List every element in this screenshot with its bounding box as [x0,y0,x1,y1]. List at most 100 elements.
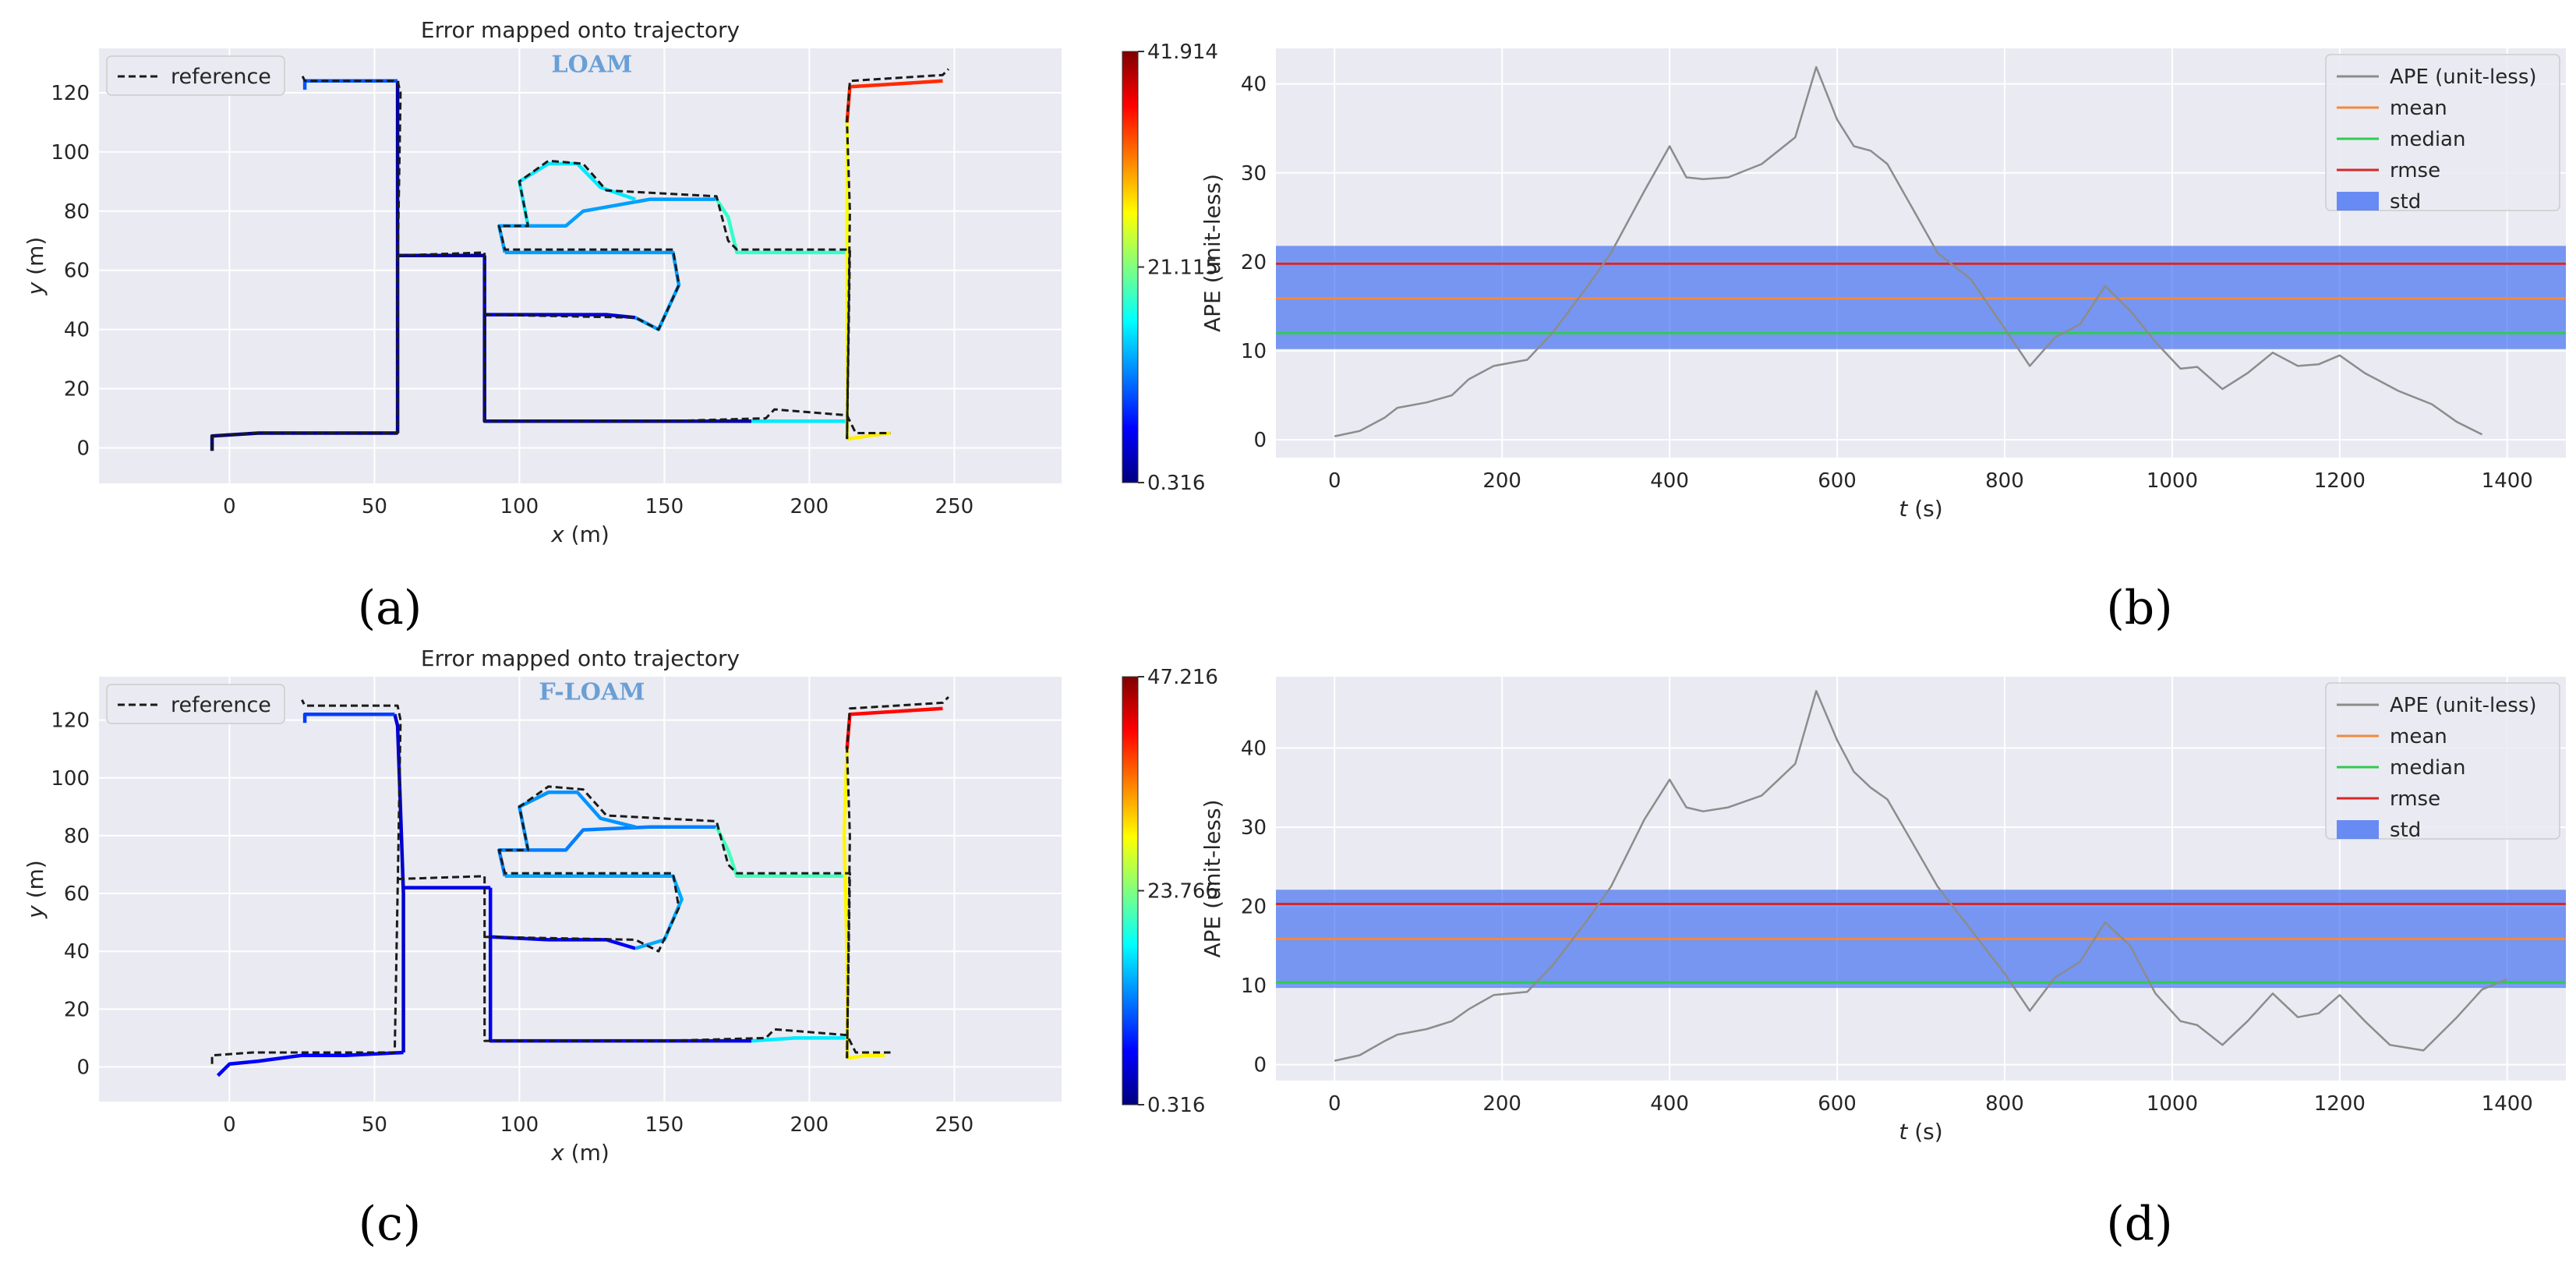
y-tick-label-c: 20 [64,998,90,1021]
colorbar-tick-label-c: 0.316 [1147,1094,1205,1117]
x-tick-label-b: 600 [1818,469,1857,493]
panel-label-a: (a) [358,581,422,635]
x-tick-label-d: 800 [1985,1092,2024,1116]
y-tick-label-d: 0 [1253,1054,1267,1077]
legend-swatch-std [2337,820,2379,839]
colorbar-tick-label-a: 0.316 [1147,472,1205,495]
trajectory-segment-right-connector [715,826,847,879]
trajectory-segment-start [216,1050,404,1077]
legend-box-d [2325,682,2560,840]
legend-box-b [2325,54,2560,211]
plot-area-c [99,677,1062,1102]
reference-path-2 [484,159,851,440]
x-tick-label-a: 100 [500,495,539,518]
ape-series-line-b [1334,65,2483,437]
x-tick-label-c: 200 [790,1113,829,1137]
x-tick-label-d: 400 [1650,1092,1689,1116]
x-tick-label-b: 0 [1328,469,1341,493]
panel-a-trajectory-chart: 0 50 100 150 200 250 0 20 40 60 80 100 120 x (m) y (m)… [23,17,1218,635]
colorbar-tick-label-a: 21.115 [1147,256,1218,280]
y-axis-label-d: APE (unit-less) [1200,799,1225,957]
x-tick-label-d: 200 [1482,1092,1521,1116]
x-axis-label-c: x (m) [550,1140,610,1166]
reference-path-1 [398,251,891,434]
trajectory-segment-bottom-run-right [751,1036,847,1043]
x-tick-label-a: 0 [223,495,236,518]
y-tick-label-b: 30 [1241,162,1267,186]
trajectory-segment-right-top [845,706,943,749]
reference-path-3 [846,68,949,440]
y-tick-label-d: 10 [1241,975,1267,998]
legend-label-ape: APE (unit-less) [2390,65,2537,89]
colorbar-tick-label-c: 23.766 [1147,880,1218,904]
trajectory-segment-right-connector [715,198,847,255]
x-axis-label-d: t (s) [1899,1119,1942,1144]
y-tick-label-a: 40 [64,319,90,342]
y-tick-label-c: 80 [64,825,90,848]
y-tick-label-b: 0 [1253,429,1267,452]
y-tick-label-c: 60 [64,883,90,906]
panel-label-d: (d) [2106,1197,2172,1251]
y-tick-label-c: 40 [64,940,90,964]
x-axis-label-b: t (s) [1899,496,1942,522]
reference-path-0 [210,74,402,451]
legend-label-mean: mean [2390,725,2447,748]
y-tick-label-d: 20 [1241,896,1267,919]
y-tick-label-b: 40 [1241,73,1267,97]
chart-title-c: Error mapped onto trajectory [421,646,740,671]
x-tick-label-d: 1400 [2482,1092,2533,1116]
x-tick-label-d: 600 [1818,1092,1857,1116]
panel-label-b: (b) [2106,581,2172,635]
x-axis-label-a: x (m) [550,522,610,547]
legend-box-c [106,684,285,724]
panel-b-ape-chart: 0 200 400 600 800 1000 1200 1400 0 10 20 30 40 t (s) A… [1200,48,2566,635]
y-tick-label-a: 100 [51,141,90,164]
colorbar-tick-label-c: 47.216 [1147,666,1218,689]
x-tick-label-b: 1200 [2314,469,2366,493]
method-label-c: F-LOAM [539,679,645,706]
x-tick-label-a: 250 [935,495,974,518]
x-tick-label-a: 50 [362,495,387,518]
y-tick-label-c: 120 [51,709,90,733]
x-tick-label-b: 800 [1985,469,2024,493]
x-tick-label-b: 1400 [2482,469,2533,493]
x-tick-label-c: 250 [935,1113,974,1137]
panel-label-c: (c) [359,1197,421,1251]
y-tick-label-a: 80 [64,200,90,224]
x-tick-label-d: 1200 [2314,1092,2366,1116]
trajectory-segment-mid-left-drop [488,887,636,950]
colorbar-tick-label-a: 41.914 [1147,41,1218,64]
reference-path-1 [398,875,891,1054]
colorbar-c [1122,676,1139,1106]
legend-label-rmse: rmse [2390,787,2440,811]
x-tick-label-a: 150 [645,495,684,518]
x-tick-label-c: 0 [223,1113,236,1137]
legend-box-a [106,55,285,96]
y-tick-label-c: 100 [51,767,90,791]
ape-series-line-d [1334,690,2508,1062]
colorbar-a [1122,51,1139,483]
panel-d-ape-chart: 0 200 400 600 800 1000 1200 1400 0 10 20 30 40 t (s) A… [1200,677,2566,1251]
y-axis-label-a: y (m) [23,237,48,296]
reference-path-3 [846,695,949,1059]
y-tick-label-c: 0 [76,1056,90,1080]
y-axis-label-c: y (m) [23,860,48,919]
trajectory-segment-right-top [845,79,943,123]
panel-c-trajectory-chart: 0 50 100 150 200 250 0 20 40 60 80 100 120 x (m) y (m)… [23,646,1218,1251]
legend-label-std: std [2390,190,2421,214]
y-tick-label-a: 20 [64,378,90,402]
plot-area-a [99,48,1062,483]
x-tick-label-a: 200 [790,495,829,518]
y-tick-label-a: 60 [64,260,90,283]
legend-swatch-std [2337,192,2379,210]
legend-label-reference: reference [171,693,271,717]
trajectory-segment-top-left [302,712,395,723]
legend-label-median: median [2390,128,2465,151]
method-label-a: LOAM [552,51,633,78]
x-tick-label-c: 100 [500,1113,539,1137]
trajectory-segment-mid-left-drop [482,255,636,320]
legend-label-rmse: rmse [2390,159,2440,182]
reference-path-2 [484,785,851,1059]
legend-label-median: median [2390,756,2465,780]
